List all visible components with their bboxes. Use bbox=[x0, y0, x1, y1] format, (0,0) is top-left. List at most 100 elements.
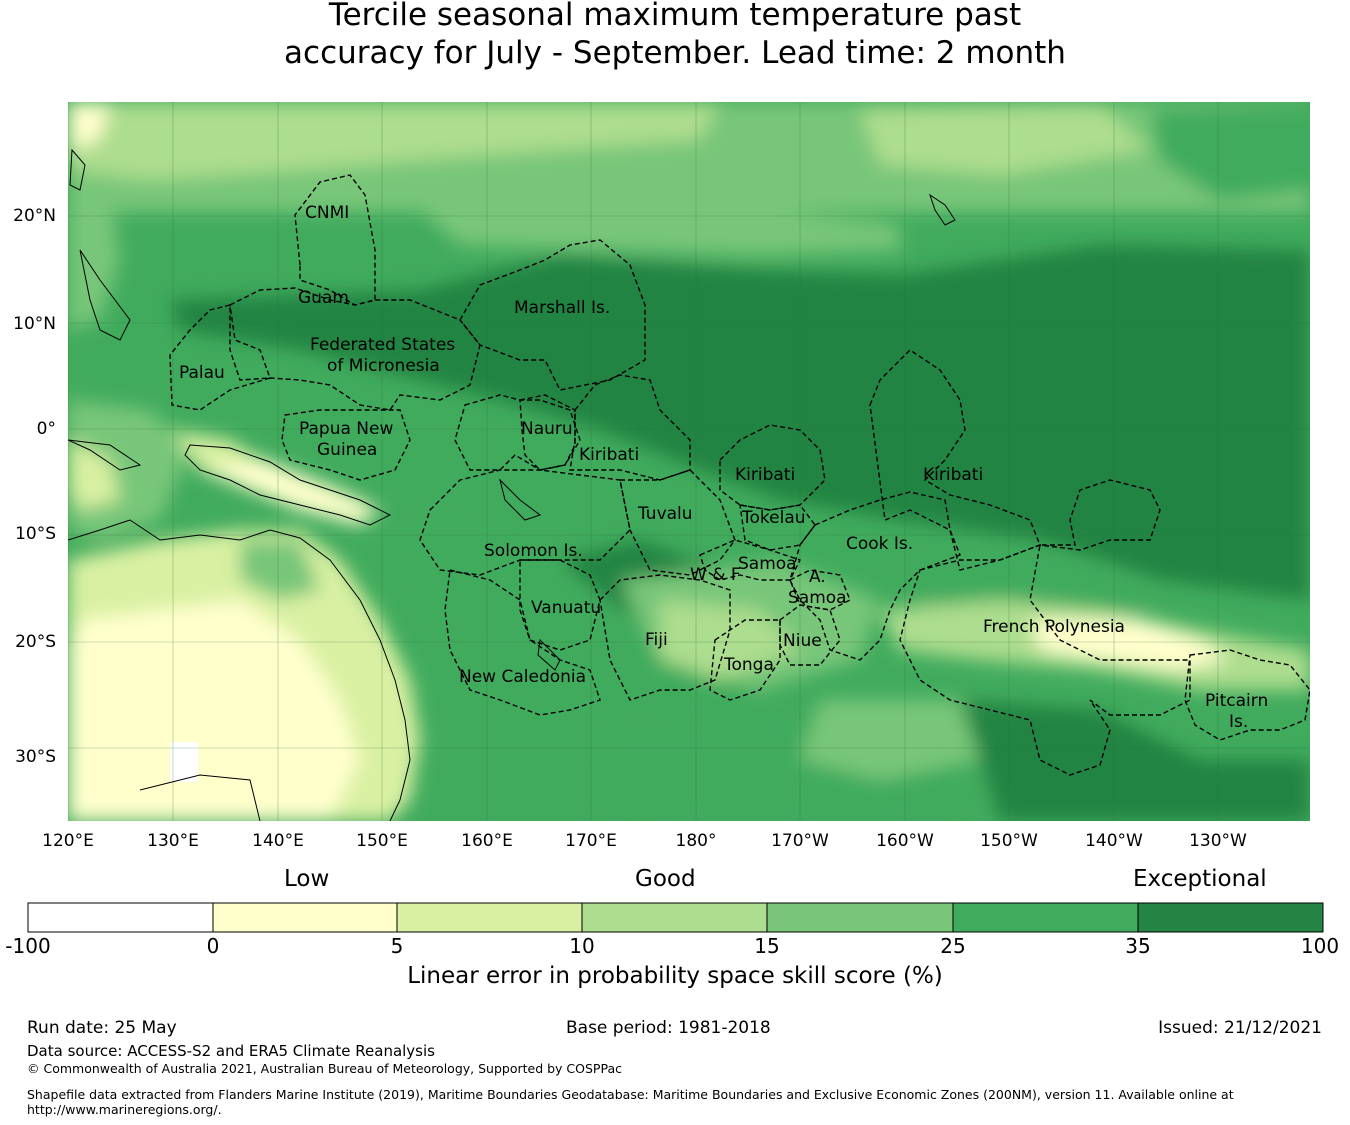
colorbar-tick: 25 bbox=[940, 934, 966, 958]
colorbar-segment bbox=[28, 903, 213, 932]
eez-samoa-wf bbox=[699, 539, 801, 581]
region-label: Palau bbox=[179, 363, 225, 383]
region-label: Fiji bbox=[645, 630, 668, 650]
eez-png bbox=[281, 409, 411, 481]
eez-tuvalu bbox=[619, 469, 736, 576]
region-label: CNMI bbox=[305, 203, 349, 223]
eez-new-caledonia bbox=[444, 569, 601, 716]
eez-cook bbox=[789, 491, 961, 661]
eez-fsm bbox=[229, 287, 481, 411]
colorbar bbox=[27, 902, 1324, 933]
copyright: © Commonwealth of Australia 2021, Austra… bbox=[27, 1061, 622, 1076]
region-label: Tonga bbox=[723, 655, 774, 675]
region-label: A. bbox=[809, 567, 826, 587]
data-source: Data source: ACCESS-S2 and ERA5 Climate … bbox=[27, 1042, 435, 1060]
title-line-2: accuracy for July - September. Lead time… bbox=[284, 35, 1066, 71]
lat-label: 10°N bbox=[13, 314, 56, 334]
lon-label: 180° bbox=[675, 831, 717, 851]
lon-label: 160°W bbox=[876, 831, 934, 851]
colorbar-segment bbox=[953, 903, 1138, 932]
region-label: Solomon Is. bbox=[484, 541, 583, 561]
region-label: Is. bbox=[1229, 712, 1248, 732]
region-label: Samoa bbox=[788, 588, 847, 608]
region-label: W & F bbox=[690, 565, 741, 585]
colorbar-tick: 5 bbox=[390, 934, 404, 958]
colorbar-segment bbox=[582, 903, 767, 932]
lon-label: 120°E bbox=[42, 831, 94, 851]
colorbar-tick: 35 bbox=[1125, 934, 1151, 958]
colorbar-segment bbox=[397, 903, 582, 932]
lon-label: 130°E bbox=[147, 831, 199, 851]
colorbar-tick: 15 bbox=[754, 934, 780, 958]
eez-kiribati-line bbox=[869, 349, 1041, 571]
lon-label: 150°W bbox=[980, 831, 1038, 851]
lat-label: 20°S bbox=[15, 632, 56, 652]
eez-cnmi bbox=[294, 174, 376, 306]
region-label: Nauru bbox=[521, 419, 573, 439]
lat-label: 20°N bbox=[13, 206, 56, 226]
lon-label: 170°W bbox=[771, 831, 829, 851]
lon-label: 150°E bbox=[356, 831, 408, 851]
colorbar-segment bbox=[1138, 903, 1323, 932]
colorbar-tick: -100 bbox=[5, 934, 51, 958]
eez-nauru bbox=[519, 394, 576, 471]
eez-french-polynesia bbox=[899, 479, 1191, 776]
lat-label: 10°S bbox=[15, 524, 56, 544]
shapefile-credit: Shapefile data extracted from Flanders M… bbox=[27, 1087, 1234, 1102]
region-label: of Micronesia bbox=[327, 356, 440, 376]
region-label: Kiribati bbox=[735, 465, 795, 485]
chart-title: Tercile seasonal maximum temperature pas… bbox=[0, 0, 1350, 72]
title-line-1: Tercile seasonal maximum temperature pas… bbox=[328, 0, 1022, 33]
region-label: Tokelau bbox=[741, 508, 806, 528]
eez-kiribati-gilbert bbox=[569, 374, 691, 481]
lon-label: 140°E bbox=[252, 831, 304, 851]
eez-pitcairn bbox=[1184, 649, 1310, 741]
region-label: Samoa bbox=[738, 554, 797, 574]
region-label: Marshall Is. bbox=[514, 298, 610, 318]
eez-boundaries bbox=[169, 174, 1310, 776]
eez-vanuatu bbox=[519, 559, 601, 651]
eez-marshall bbox=[459, 239, 646, 391]
lon-label: 130°W bbox=[1189, 831, 1247, 851]
lat-label: 0° bbox=[36, 419, 56, 439]
region-label: New Caledonia bbox=[459, 667, 586, 687]
lat-label: 30°S bbox=[15, 747, 56, 767]
region-label: Vanuatu bbox=[531, 598, 601, 618]
lon-label: 140°W bbox=[1085, 831, 1143, 851]
coastlines bbox=[68, 148, 956, 821]
region-label: Guinea bbox=[317, 440, 377, 460]
region-label: Pitcairn bbox=[1205, 691, 1268, 711]
colorbar-segment bbox=[213, 903, 397, 932]
colorbar-category-low: Low bbox=[284, 866, 330, 892]
colorbar-label: Linear error in probability space skill … bbox=[407, 963, 943, 989]
eez-fiji bbox=[599, 574, 731, 701]
eez-kiribati-phoenix bbox=[719, 424, 826, 511]
colorbar-tick: 0 bbox=[206, 934, 220, 958]
eez-tonga bbox=[709, 619, 781, 701]
colorbar-tick: 100 bbox=[1300, 934, 1340, 958]
run-date: Run date: 25 May bbox=[27, 1018, 177, 1038]
region-label: French Polynesia bbox=[983, 617, 1125, 637]
map-field: CNMI Guam Marshall Is. Federated States … bbox=[68, 102, 1310, 821]
colorbar-segment bbox=[767, 903, 953, 932]
graticule bbox=[68, 102, 1310, 821]
region-label: Kiribati bbox=[579, 445, 639, 465]
region-label: Kiribati bbox=[923, 465, 983, 485]
region-label: Federated States bbox=[310, 335, 455, 355]
shapefile-url: http://www.marineregions.org/. bbox=[27, 1102, 222, 1117]
lon-label: 160°E bbox=[461, 831, 513, 851]
colorbar-frame bbox=[27, 902, 1324, 933]
issued-date: Issued: 21/12/2021 bbox=[1158, 1018, 1322, 1038]
region-label: Papua New bbox=[299, 419, 393, 439]
eez-solomon bbox=[419, 469, 631, 576]
region-labels: CNMI Guam Marshall Is. Federated States … bbox=[179, 203, 1268, 732]
region-label: Tuvalu bbox=[637, 504, 693, 524]
lon-label: 170°E bbox=[565, 831, 617, 851]
eez-palau bbox=[169, 304, 271, 411]
eez-tokelau bbox=[739, 504, 816, 551]
colorbar-category-exceptional: Exceptional bbox=[1133, 866, 1267, 892]
colorbar-category-good: Good bbox=[635, 866, 696, 892]
region-label: Guam bbox=[298, 288, 349, 308]
region-label: Cook Is. bbox=[846, 534, 913, 554]
